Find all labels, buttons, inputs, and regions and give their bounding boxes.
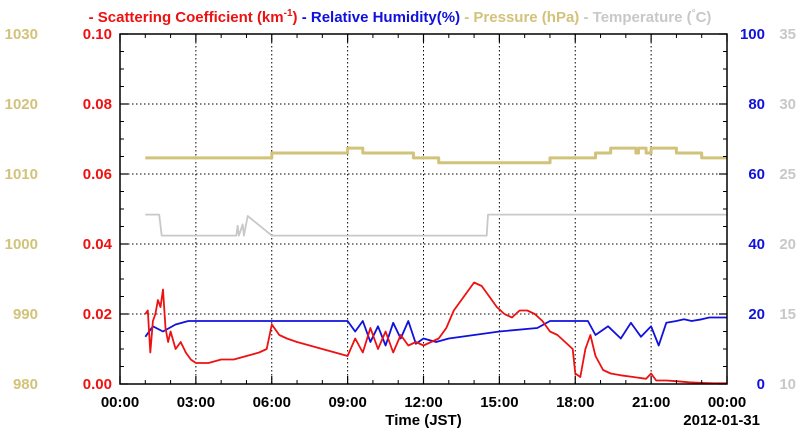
legend-dash: - [460, 9, 473, 26]
legend-superscript: -1 [284, 8, 293, 19]
x-tick-label: 09:00 [328, 394, 366, 411]
x-tick-label: 15:00 [480, 394, 518, 411]
humidity-tick-label: 60 [748, 166, 765, 183]
temperature-tick-label: 35 [779, 26, 796, 43]
humidity-tick-label: 100 [740, 26, 765, 43]
x-axis-title: Time (JST) [385, 412, 461, 429]
legend-dash: - [579, 9, 592, 26]
humidity-tick-label: 0 [757, 376, 765, 393]
series-lines [144, 146, 727, 385]
series-line [145, 146, 727, 165]
x-tick-label: 12:00 [404, 394, 442, 411]
temperature-tick-label: 25 [779, 166, 796, 183]
scattering-tick-label: 0.08 [83, 96, 112, 113]
scattering-tick-label: 0.06 [83, 166, 112, 183]
tick-marks [119, 33, 728, 385]
scattering-axis: 0.00 0.02 0.04 0.06 0.08 0.10 [83, 26, 113, 393]
legend-label: Relative Humidity(%) [311, 9, 460, 26]
scattering-tick-label: 0.04 [83, 236, 113, 253]
series-line [144, 316, 727, 347]
x-tick-label: 06:00 [253, 394, 291, 411]
scattering-tick-label: 0.10 [83, 26, 112, 43]
temperature-tick-label: 15 [779, 306, 796, 323]
x-tick-label: 00:00 [101, 394, 139, 411]
legend-dash: - [298, 9, 311, 26]
scattering-tick-label: 0.00 [83, 376, 112, 393]
legend-label-end: C) [696, 9, 712, 26]
pressure-tick-label: 1000 [5, 236, 38, 253]
x-tick-label: 00:00 [708, 394, 746, 411]
pressure-tick-label: 990 [13, 306, 38, 323]
humidity-tick-label: 40 [748, 236, 765, 253]
temperature-tick-label: 20 [779, 236, 796, 253]
temperature-tick-label: 30 [779, 96, 796, 113]
temperature-axis: 10 15 20 25 30 35 [779, 26, 796, 393]
legend-dash: - [89, 9, 98, 26]
pressure-tick-label: 1010 [5, 166, 38, 183]
legend-label: Scattering Coefficient (km [98, 9, 284, 26]
pressure-tick-label: 980 [13, 376, 38, 393]
legend-label: Temperature ( [593, 9, 692, 26]
legend-label-end: ) [293, 9, 298, 26]
legend: - Scattering Coefficient (km-1) - Relati… [89, 8, 712, 26]
legend-superscript: ° [692, 8, 696, 19]
x-tick-label: 18:00 [556, 394, 594, 411]
date-label: 2012-01-31 [683, 412, 760, 429]
legend-text: - Scattering Coefficient (km-1) - Relati… [89, 8, 712, 26]
x-tick-label: 03:00 [177, 394, 215, 411]
pressure-tick-label: 1030 [5, 26, 38, 43]
pressure-axis: 980 990 1000 1010 1020 1030 [5, 26, 38, 393]
pressure-tick-label: 1020 [5, 96, 38, 113]
series-line [144, 281, 727, 385]
temperature-tick-label: 10 [779, 376, 796, 393]
humidity-tick-label: 20 [748, 306, 765, 323]
scattering-tick-label: 0.02 [83, 306, 112, 323]
grid-lines [120, 34, 727, 384]
time-axis: 00:00 03:00 06:00 09:00 12:00 15:00 18:00 21:00… [101, 394, 746, 411]
humidity-tick-label: 80 [748, 96, 765, 113]
series-line [145, 213, 727, 237]
humidity-axis: 0 20 40 60 80 100 [740, 26, 765, 393]
x-tick-label: 21:00 [632, 394, 670, 411]
legend-label: Pressure (hPa) [473, 9, 579, 26]
